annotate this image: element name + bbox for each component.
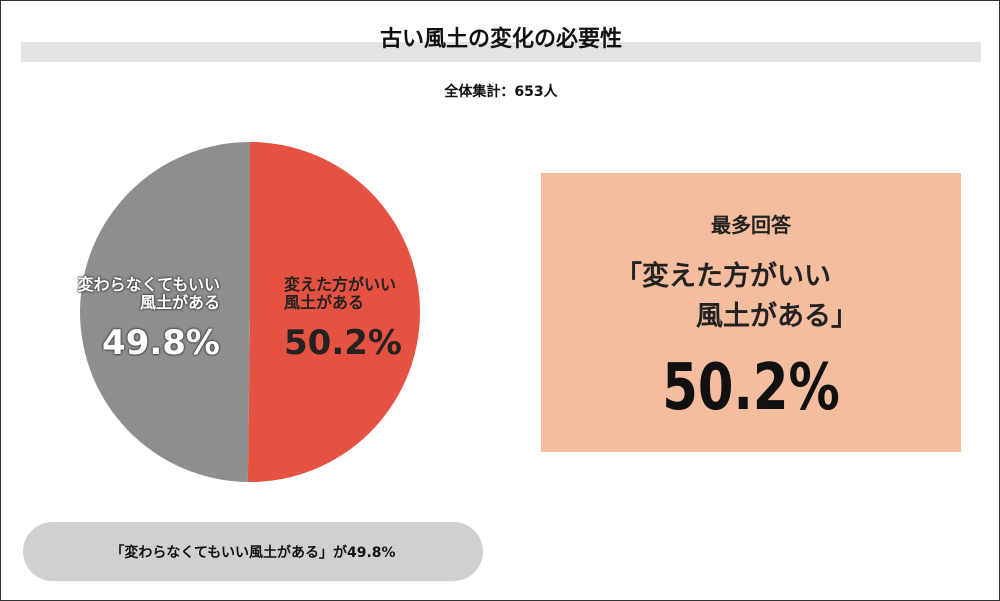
highlight-value: 50.2% xyxy=(662,351,840,425)
chart-subtitle: 全体集計：653人 xyxy=(444,84,558,100)
title-band xyxy=(21,42,981,62)
chart-title: 古い風土の変化の必要性 xyxy=(379,27,622,52)
slice-label: 変えた方がいい 風土がある xyxy=(284,275,397,312)
pie-slice xyxy=(79,142,251,482)
highlight-box xyxy=(541,173,961,452)
footer-pill xyxy=(23,522,483,581)
footer-text: 「変わらなくてもいい風土がある」が49.8% xyxy=(110,545,396,561)
pie-slice xyxy=(247,142,420,482)
highlight-heading: 最多回答 xyxy=(711,213,791,237)
highlight-label: 「変えた方がいい 風土がある」 xyxy=(615,261,858,332)
slice-value: 50.2% xyxy=(284,323,402,363)
slice-value: 49.8% xyxy=(102,323,220,363)
slice-label: 変わらなくてもいい 風土がある xyxy=(77,275,220,312)
